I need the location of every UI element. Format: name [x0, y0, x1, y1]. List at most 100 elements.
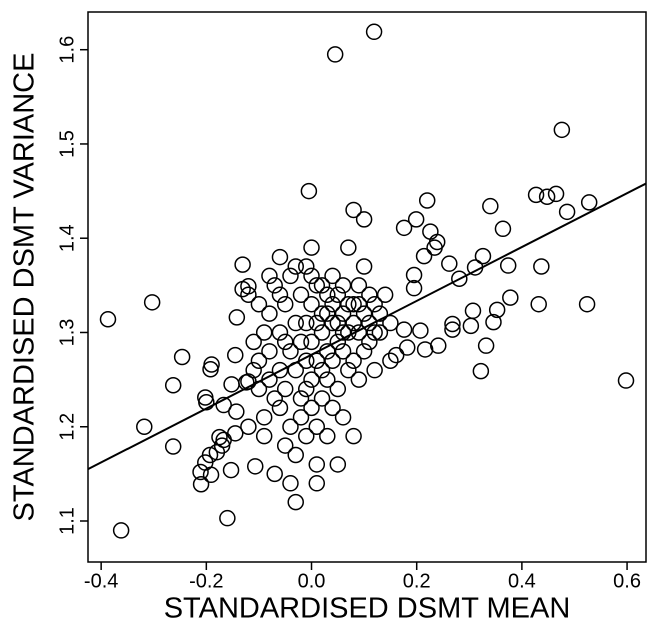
scatter-point — [292, 286, 310, 304]
scatter-point — [202, 360, 219, 378]
scatter-point — [319, 286, 336, 304]
scatter-point — [324, 399, 341, 417]
scatter-point — [324, 314, 341, 332]
scatter-point — [308, 475, 326, 492]
scatter-point — [488, 301, 506, 319]
scatter-point — [578, 295, 596, 313]
scatter-point — [350, 277, 368, 294]
scatter-point — [246, 458, 264, 475]
scatter-point — [324, 267, 341, 285]
scatter-point — [345, 201, 362, 219]
y-tick-label: 1.1 — [56, 507, 78, 535]
scatter-point — [276, 380, 294, 398]
plot-frame — [87, 11, 647, 563]
scatter-point — [350, 324, 368, 341]
scatter-point — [395, 219, 413, 237]
scatter-point — [250, 295, 268, 313]
scatter-point — [112, 522, 130, 539]
y-tick-label: 1.5 — [56, 130, 78, 158]
scatter-point — [250, 380, 268, 398]
scatter-point — [355, 305, 373, 322]
scatter-point — [215, 396, 232, 414]
scatter-point — [366, 361, 383, 379]
scatter-point — [466, 259, 484, 276]
scatter-point — [303, 295, 320, 313]
scatter-point — [451, 270, 468, 288]
scatter-point — [303, 267, 320, 285]
scatter-point — [527, 186, 545, 204]
scatter-point — [485, 313, 502, 331]
scatter-point — [494, 220, 512, 238]
scatter-point — [219, 509, 236, 527]
x-axis-label: STANDARDISED DSMT MEAN — [164, 593, 571, 625]
scatter-point — [553, 121, 571, 139]
x-tick-label: 0.6 — [613, 570, 641, 592]
scatter-point — [444, 321, 461, 338]
scatter-point — [313, 305, 331, 322]
scatter-point — [422, 223, 439, 240]
scatter-point — [298, 258, 315, 275]
scatter-point — [192, 475, 210, 493]
scatter-point — [313, 390, 331, 407]
scatter-point — [266, 277, 283, 294]
scatter-point — [319, 305, 336, 322]
scatter-point — [308, 418, 326, 435]
scatter-point — [313, 277, 331, 294]
scatter-point — [366, 324, 383, 341]
scatter-point — [266, 390, 283, 407]
x-tick-label: 0.0 — [298, 570, 326, 592]
scatter-point — [143, 294, 161, 311]
scatter-point — [355, 343, 373, 360]
scatter-point — [261, 343, 278, 360]
scatter-point — [223, 376, 240, 393]
scatter-point — [287, 446, 304, 464]
scatter-point — [464, 302, 482, 320]
scatter-point — [444, 315, 461, 333]
scatter-point — [395, 321, 413, 338]
scatter-point — [303, 399, 320, 417]
scatter-point — [282, 267, 299, 285]
scatter-point — [329, 380, 347, 398]
x-tick-label: 0.4 — [508, 570, 536, 592]
scatter-point — [282, 475, 299, 492]
scatter-point — [547, 185, 565, 203]
scatter-point — [530, 295, 547, 313]
scatter-point — [255, 324, 273, 341]
scatter-point — [412, 322, 429, 339]
scatter-point — [319, 343, 336, 360]
scatter-point — [405, 266, 423, 284]
scatter-point — [255, 409, 273, 426]
scatter-point — [292, 390, 310, 407]
scatter-point — [324, 295, 341, 313]
scatter-point — [340, 239, 357, 256]
scatter-point — [228, 309, 246, 326]
scatter-point — [580, 194, 598, 211]
scatter-point — [371, 305, 389, 322]
scatter-point — [192, 463, 209, 481]
scatter-point — [340, 295, 357, 313]
scatter-point — [261, 305, 278, 322]
scatter-point — [164, 438, 182, 455]
scatter-point — [287, 493, 304, 511]
scatter-point — [308, 277, 326, 294]
scatter-point — [298, 352, 315, 370]
scatter-point — [261, 371, 278, 388]
scatter-point — [361, 286, 378, 304]
scatter-point — [313, 324, 331, 341]
scatter-point — [350, 295, 368, 313]
scatter-point — [287, 314, 304, 332]
scatter-point — [617, 372, 635, 389]
scatter-point — [292, 333, 310, 351]
scatter-point — [255, 427, 273, 445]
scatter-point — [282, 418, 299, 435]
scatter-point — [271, 286, 289, 304]
scatter-point — [298, 314, 315, 332]
y-tick-label: 1.4 — [56, 224, 78, 252]
scatter-point — [382, 352, 399, 370]
scatter-point — [477, 337, 495, 354]
scatter-point — [201, 446, 219, 464]
scatter-point — [366, 295, 383, 313]
scatter-point — [382, 314, 399, 332]
scatter-point — [502, 289, 519, 306]
scatter-point — [271, 361, 289, 379]
